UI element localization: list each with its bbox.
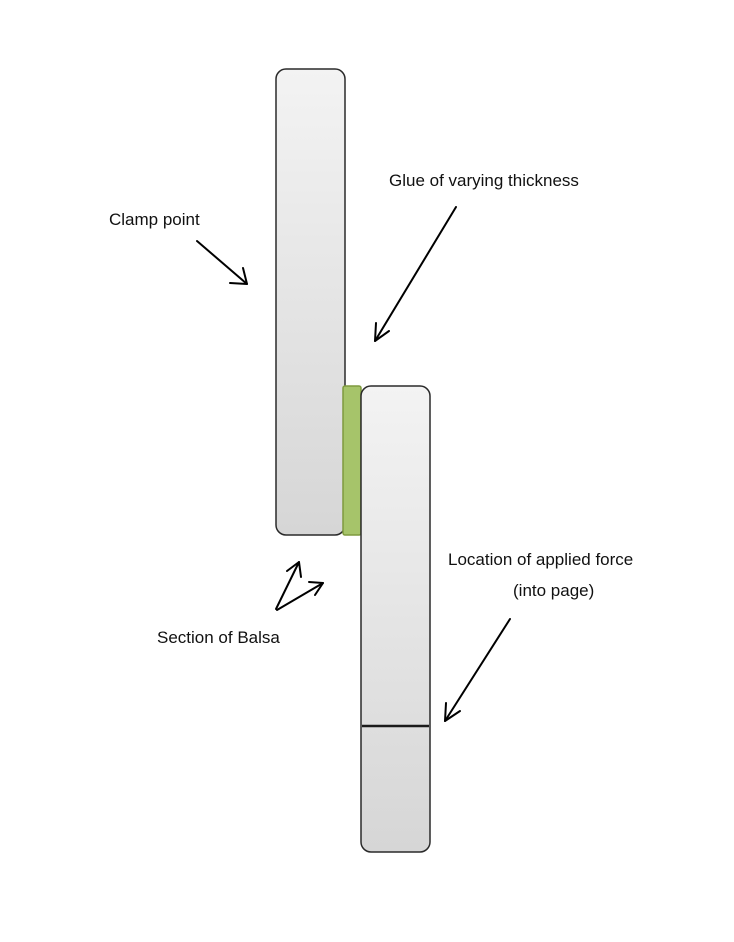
applied-force-arrow (444, 618, 511, 722)
upper-balsa-piece (275, 68, 346, 536)
applied-force-label-line1: Location of applied force (448, 550, 633, 569)
applied-force-label-line2: (into page) (513, 581, 594, 600)
glue-layer (342, 385, 362, 536)
section-arrow-up (275, 561, 302, 610)
glue-arrow (374, 206, 457, 342)
lower-balsa-piece (360, 385, 431, 853)
clamp-point-arrow (196, 240, 248, 285)
section-of-balsa-label: Section of Balsa (157, 628, 280, 647)
clamp-point-label: Clamp point (109, 210, 200, 229)
glue-label: Glue of varying thickness (389, 171, 579, 190)
section-arrow-right (276, 581, 324, 611)
